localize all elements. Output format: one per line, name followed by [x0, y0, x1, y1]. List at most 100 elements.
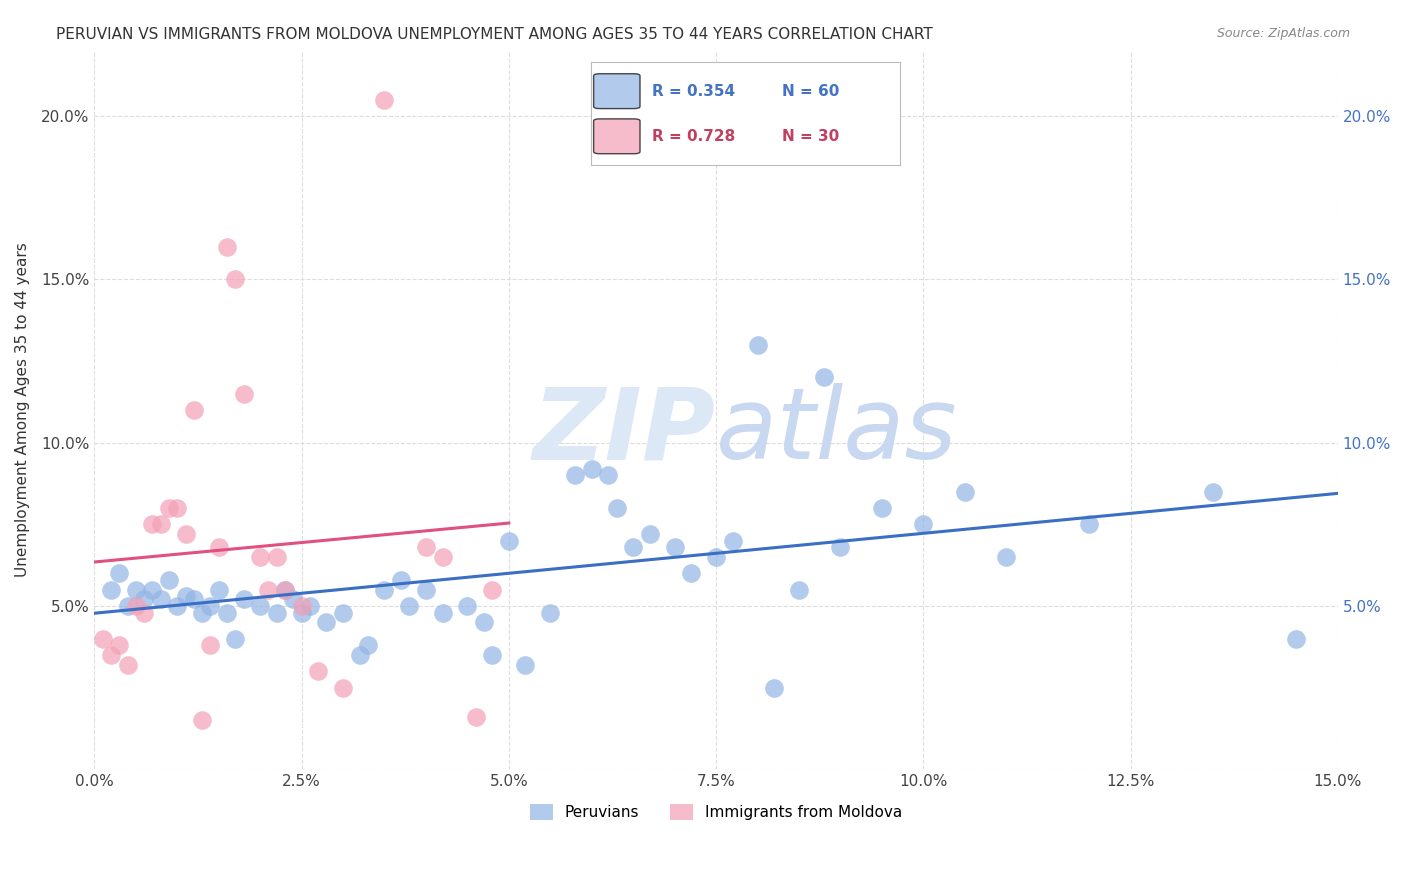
- Point: [912, 517, 935, 532]
- Point: [606, 500, 628, 515]
- Point: [232, 386, 254, 401]
- Point: [191, 606, 214, 620]
- FancyBboxPatch shape: [593, 74, 640, 109]
- Point: [117, 599, 139, 613]
- Point: [274, 582, 297, 597]
- Text: N = 60: N = 60: [782, 84, 839, 99]
- Point: [91, 632, 114, 646]
- Point: [141, 582, 163, 597]
- Point: [813, 370, 835, 384]
- Point: [266, 549, 288, 564]
- Point: [481, 582, 503, 597]
- Text: PERUVIAN VS IMMIGRANTS FROM MOLDOVA UNEMPLOYMENT AMONG AGES 35 TO 44 YEARS CORRE: PERUVIAN VS IMMIGRANTS FROM MOLDOVA UNEM…: [56, 27, 934, 42]
- Point: [183, 403, 205, 417]
- Point: [224, 632, 246, 646]
- Point: [200, 599, 222, 613]
- Point: [415, 582, 437, 597]
- Point: [332, 681, 354, 695]
- Point: [357, 638, 380, 652]
- Point: [200, 638, 222, 652]
- Point: [456, 599, 478, 613]
- Point: [215, 606, 238, 620]
- Point: [100, 648, 122, 662]
- Text: N = 30: N = 30: [782, 128, 839, 144]
- Point: [149, 517, 172, 532]
- Point: [830, 540, 852, 554]
- Point: [132, 592, 155, 607]
- Point: [581, 462, 603, 476]
- Point: [183, 592, 205, 607]
- Point: [704, 549, 727, 564]
- Point: [174, 589, 197, 603]
- Point: [398, 599, 420, 613]
- Point: [481, 648, 503, 662]
- Point: [108, 566, 131, 581]
- Point: [166, 500, 188, 515]
- Point: [149, 592, 172, 607]
- Point: [249, 599, 271, 613]
- Point: [538, 606, 561, 620]
- Point: [224, 272, 246, 286]
- Point: [721, 533, 744, 548]
- Point: [464, 710, 486, 724]
- Point: [232, 592, 254, 607]
- Point: [681, 566, 703, 581]
- Point: [763, 681, 786, 695]
- Point: [472, 615, 495, 630]
- Y-axis label: Unemployment Among Ages 35 to 44 years: Unemployment Among Ages 35 to 44 years: [15, 243, 30, 577]
- Point: [1078, 517, 1101, 532]
- Point: [249, 549, 271, 564]
- Point: [257, 582, 280, 597]
- Point: [638, 527, 661, 541]
- Point: [290, 599, 312, 613]
- Point: [208, 582, 231, 597]
- Point: [564, 468, 586, 483]
- Point: [108, 638, 131, 652]
- Point: [349, 648, 371, 662]
- Point: [621, 540, 644, 554]
- Point: [215, 240, 238, 254]
- Point: [870, 500, 893, 515]
- Point: [953, 484, 976, 499]
- Point: [787, 582, 810, 597]
- Point: [100, 582, 122, 597]
- Point: [515, 657, 537, 672]
- Point: [266, 606, 288, 620]
- Text: R = 0.354: R = 0.354: [652, 84, 735, 99]
- Point: [498, 533, 520, 548]
- Point: [125, 599, 148, 613]
- Point: [373, 93, 395, 107]
- Point: [141, 517, 163, 532]
- Point: [432, 606, 454, 620]
- Point: [298, 599, 321, 613]
- Point: [174, 527, 197, 541]
- Text: atlas: atlas: [716, 383, 957, 480]
- Point: [598, 468, 620, 483]
- Point: [283, 592, 305, 607]
- Point: [274, 582, 297, 597]
- Text: ZIP: ZIP: [533, 383, 716, 480]
- Point: [191, 714, 214, 728]
- Point: [307, 665, 329, 679]
- Point: [664, 540, 686, 554]
- Text: Source: ZipAtlas.com: Source: ZipAtlas.com: [1216, 27, 1350, 40]
- Point: [747, 337, 769, 351]
- Point: [389, 573, 412, 587]
- FancyBboxPatch shape: [593, 119, 640, 153]
- Point: [415, 540, 437, 554]
- Legend: Peruvians, Immigrants from Moldova: Peruvians, Immigrants from Moldova: [523, 798, 908, 826]
- Point: [315, 615, 337, 630]
- Point: [117, 657, 139, 672]
- Point: [995, 549, 1018, 564]
- Text: R = 0.728: R = 0.728: [652, 128, 735, 144]
- Point: [1285, 632, 1308, 646]
- Point: [157, 500, 180, 515]
- Point: [132, 606, 155, 620]
- Point: [157, 573, 180, 587]
- Point: [332, 606, 354, 620]
- Point: [166, 599, 188, 613]
- Point: [290, 606, 312, 620]
- Point: [432, 549, 454, 564]
- Point: [1202, 484, 1225, 499]
- Point: [373, 582, 395, 597]
